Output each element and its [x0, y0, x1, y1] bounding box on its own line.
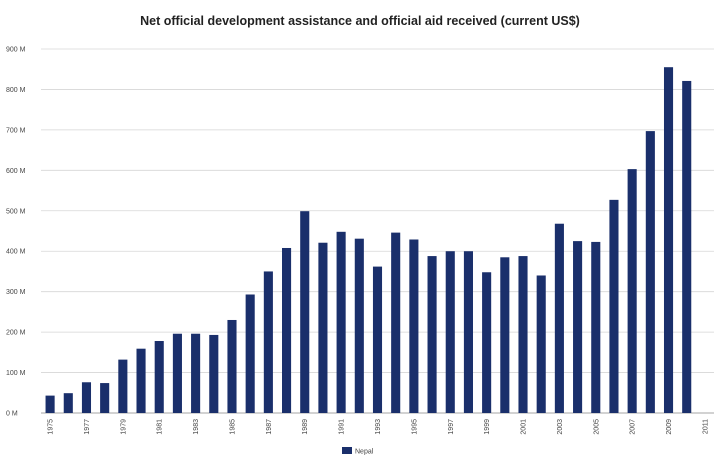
bar-1994: [391, 232, 401, 413]
bar-2006: [609, 199, 619, 413]
x-tick-label: 1981: [157, 419, 164, 435]
bar-1978: [100, 383, 110, 413]
bar-1992: [354, 238, 364, 413]
x-tick-label: 1997: [448, 419, 455, 435]
x-tick-label: 1993: [375, 419, 382, 435]
x-tick-label: 1979: [120, 419, 127, 435]
legend-swatch: [342, 447, 352, 454]
bar-1980: [136, 348, 146, 413]
bar-1985: [227, 319, 237, 413]
x-tick-label: 2001: [521, 419, 528, 435]
bar-1984: [209, 334, 219, 413]
bar-2005: [591, 241, 601, 413]
x-tick-label: 1991: [339, 419, 346, 435]
x-tick-label: 1989: [302, 419, 309, 435]
bar-2007: [627, 169, 637, 413]
y-tick-label: 700 M: [6, 127, 26, 134]
bar-1996: [427, 256, 437, 413]
bar-1990: [318, 242, 328, 413]
y-tick-label: 800 M: [6, 87, 26, 94]
bar-1993: [372, 266, 383, 413]
x-tick-label: 1983: [193, 419, 200, 435]
bar-1983: [191, 333, 201, 413]
bar-2009: [663, 67, 674, 413]
x-tick-label: 2007: [630, 419, 637, 435]
bar-1997: [445, 251, 455, 413]
bar-2008: [645, 131, 655, 413]
x-tick-label: 1977: [84, 419, 91, 435]
y-tick-label: 400 M: [6, 249, 26, 256]
bar-1986: [245, 294, 255, 413]
bar-1988: [282, 247, 292, 413]
x-tick-label: 2011: [702, 419, 709, 434]
y-tick-label: 900 M: [6, 47, 26, 54]
y-tick-label: 500 M: [6, 208, 26, 215]
x-tick-label: 1985: [229, 419, 236, 435]
bar-1995: [409, 239, 419, 413]
y-tick-label: 300 M: [6, 289, 26, 296]
legend-label: Nepal: [355, 449, 374, 456]
x-tick-label: 2003: [557, 419, 564, 435]
y-tick-label: 600 M: [6, 168, 26, 175]
bar-1976: [63, 393, 73, 413]
bar-1979: [118, 359, 128, 413]
bar-2004: [573, 241, 583, 413]
x-tick-label: 1975: [48, 419, 55, 435]
x-tick-label: 1995: [411, 419, 418, 435]
bar-2010: [682, 80, 692, 413]
y-tick-label: 0 M: [6, 411, 18, 418]
bar-1987: [263, 271, 273, 413]
bar-1989: [300, 211, 310, 413]
bar-2003: [554, 223, 564, 413]
bar-1991: [336, 231, 346, 413]
bar-1975: [45, 395, 55, 413]
bar-2001: [518, 256, 528, 413]
bar-2002: [536, 275, 546, 413]
bar-1977: [81, 382, 92, 413]
bar-1982: [172, 333, 182, 413]
bar-1998: [463, 251, 473, 413]
y-tick-label: 200 M: [6, 330, 26, 337]
bar-1999: [482, 272, 492, 413]
x-tick-label: 1999: [484, 419, 491, 435]
bar-1981: [154, 341, 164, 413]
x-tick-label: 2005: [593, 419, 600, 435]
y-tick-label: 100 M: [6, 370, 26, 377]
bar-2000: [500, 257, 510, 413]
chart-title: Net official development assistance and …: [140, 14, 580, 28]
x-tick-label: 1987: [266, 419, 273, 435]
x-tick-label: 2009: [666, 419, 673, 435]
